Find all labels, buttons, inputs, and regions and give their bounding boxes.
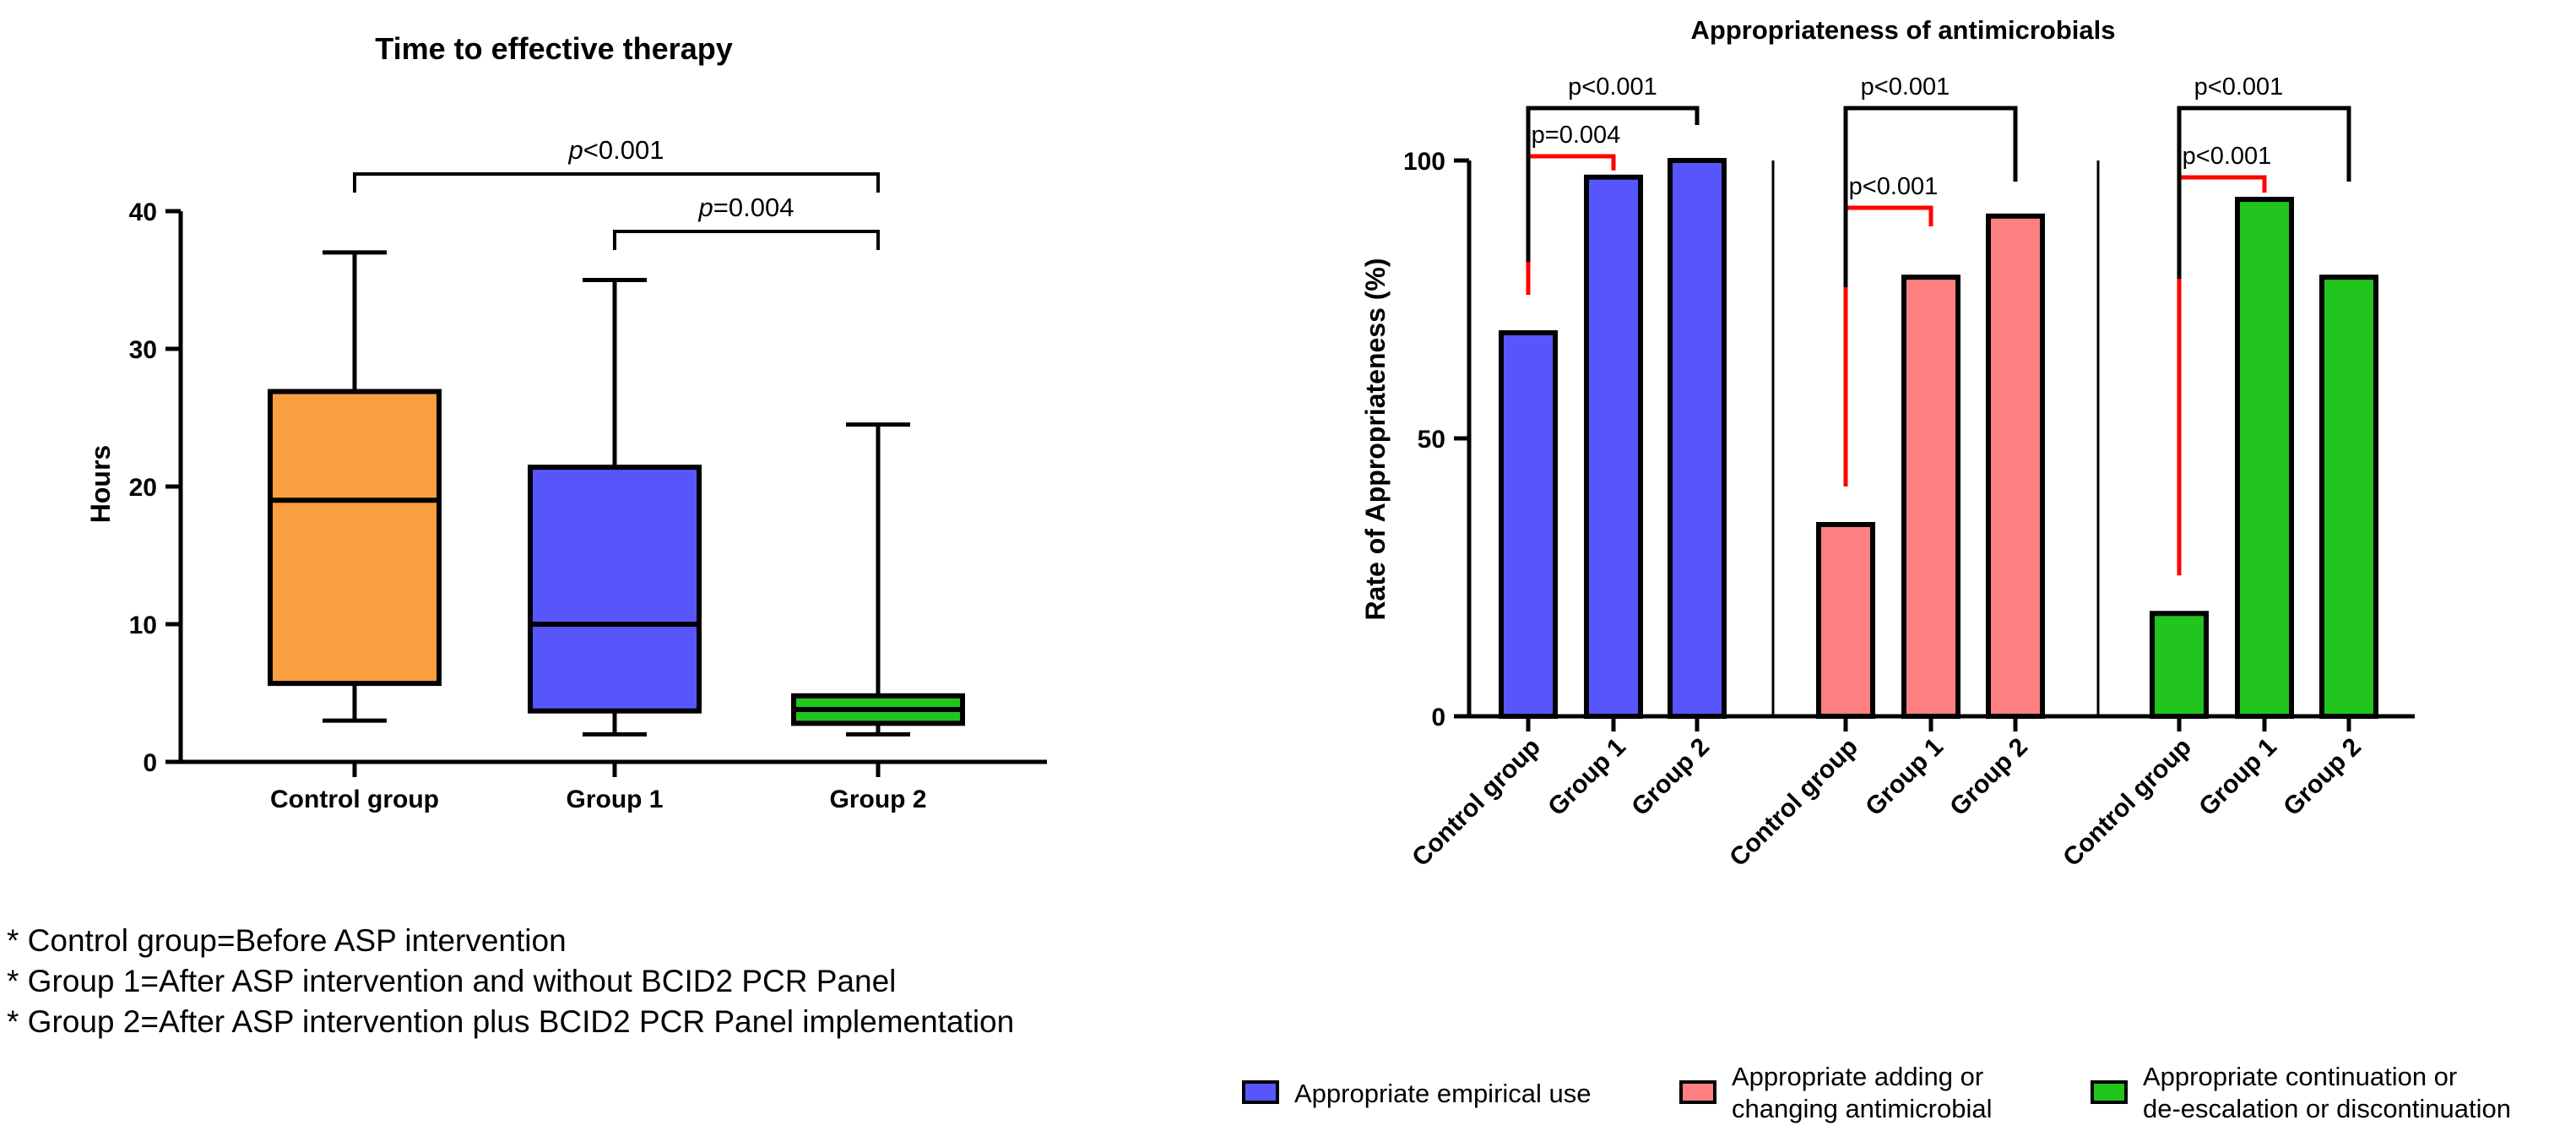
legend-label-3: de-escalation or discontinuation bbox=[2143, 1094, 2511, 1123]
legend-label-2: changing antimicrobial bbox=[1732, 1094, 1992, 1123]
bar-appropriate-adding-or-changing-antimicrobial-group-2 bbox=[1986, 213, 2045, 720]
significance-label: p<0.001 bbox=[2183, 143, 2272, 170]
legend-label-2: Appropriate adding or bbox=[1732, 1062, 1983, 1091]
significance-label: p=0.004 bbox=[698, 193, 794, 222]
significance-label: p<0.001 bbox=[568, 135, 664, 165]
legend-swatch-3 bbox=[2091, 1080, 2128, 1104]
bar-appropriate-continuation-or-de-escalation-or-discontinuation-control-group bbox=[2150, 611, 2209, 720]
bar-appropriate-empirical-use-group-2 bbox=[1668, 158, 1727, 719]
legend-swatch-1 bbox=[1242, 1080, 1279, 1104]
box-control-group bbox=[268, 389, 442, 687]
p-value: <0.001 bbox=[583, 135, 664, 165]
bar-y-tick-label: 0 bbox=[1431, 704, 1445, 731]
bar-x-tick-label: Control group bbox=[1724, 733, 1863, 873]
p-symbol: p bbox=[568, 135, 583, 165]
significance-bracket bbox=[613, 230, 880, 250]
box-y-tick-label: 0 bbox=[143, 749, 157, 777]
bar-appropriate-continuation-or-de-escalation-or-discontinuation-group-1 bbox=[2235, 197, 2294, 719]
legend-swatch-2 bbox=[1679, 1080, 1716, 1104]
significance-bracket bbox=[1526, 106, 1700, 262]
bar-appropriate-empirical-use-control-group bbox=[1499, 329, 1558, 719]
bar-appropriate-adding-or-changing-antimicrobial-control-group bbox=[1816, 521, 1875, 719]
bar-x-tick-label: Group 2 bbox=[1626, 733, 1715, 822]
bar-appropriate-adding-or-changing-antimicrobial-group-1 bbox=[1901, 275, 1960, 719]
box-x-tick-label: Group 2 bbox=[829, 786, 926, 813]
box-y-tick-label: 40 bbox=[129, 198, 157, 226]
significance-bracket bbox=[2177, 106, 2351, 279]
box-x-tick-label: Control group bbox=[270, 786, 439, 813]
footnote-group-2: * Group 2=After ASP intervention plus BC… bbox=[7, 1004, 1015, 1039]
significance-bracket bbox=[353, 172, 880, 193]
p-symbol: p bbox=[698, 193, 713, 222]
legend-label-1: Appropriate empirical use bbox=[1294, 1079, 1592, 1108]
box-group-1 bbox=[528, 465, 702, 714]
bar-chart-appropriateness: Appropriateness of antimicrobials Rate o… bbox=[1242, 15, 2511, 1123]
significance-bracket bbox=[1843, 106, 2018, 287]
box-x-tick-label: Group 1 bbox=[566, 786, 663, 813]
footnote-control-group: * Control group=Before ASP intervention bbox=[7, 923, 567, 958]
significance-label: p<0.001 bbox=[1568, 73, 1657, 101]
bar-x-tick-label: Group 2 bbox=[2278, 733, 2367, 822]
bar-x-tick-label: Control group bbox=[2058, 733, 2197, 873]
significance-label: p<0.001 bbox=[1861, 73, 1950, 101]
bar-chart-y-axis-label: Rate of Appropriateness (%) bbox=[1360, 258, 1391, 620]
box-chart-title: Time to effective therapy bbox=[375, 31, 732, 66]
legend-label-3: Appropriate continuation or bbox=[2143, 1062, 2457, 1091]
box-y-tick-label: 20 bbox=[129, 474, 157, 502]
bar-y-tick-label: 50 bbox=[1418, 426, 1445, 454]
bar-x-tick-label: Group 2 bbox=[1944, 733, 2033, 822]
bar-x-tick-label: Group 1 bbox=[1543, 733, 1631, 822]
bar-chart-title: Appropriateness of antimicrobials bbox=[1691, 15, 2116, 45]
footnotes: * Control group=Before ASP intervention … bbox=[7, 921, 1273, 1042]
box-chart-time-to-effective-therapy: Time to effective therapy Hours 0 10 20 30 4… bbox=[85, 31, 1047, 813]
bar-appropriate-empirical-use-group-1 bbox=[1584, 174, 1643, 720]
box-y-tick-label: 10 bbox=[129, 612, 157, 639]
significance-bracket bbox=[1843, 205, 1933, 487]
bar-x-tick-label: Group 1 bbox=[2194, 733, 2282, 822]
bar-x-tick-label: Group 1 bbox=[1860, 733, 1949, 822]
bar-appropriate-continuation-or-de-escalation-or-discontinuation-group-2 bbox=[2319, 275, 2378, 719]
bar-y-tick-label: 100 bbox=[1403, 148, 1445, 176]
significance-bracket bbox=[2177, 175, 2267, 576]
significance-label: p<0.001 bbox=[2194, 73, 2284, 101]
footnote-group-1: * Group 1=After ASP intervention and wit… bbox=[7, 964, 897, 998]
bar-x-tick-label: Control group bbox=[1407, 733, 1546, 873]
significance-label: p=0.004 bbox=[1532, 122, 1621, 149]
box-chart-y-axis-label: Hours bbox=[85, 445, 116, 523]
box-y-tick-label: 30 bbox=[129, 336, 157, 364]
significance-label: p<0.001 bbox=[1849, 173, 1939, 200]
p-value: =0.004 bbox=[713, 193, 794, 222]
